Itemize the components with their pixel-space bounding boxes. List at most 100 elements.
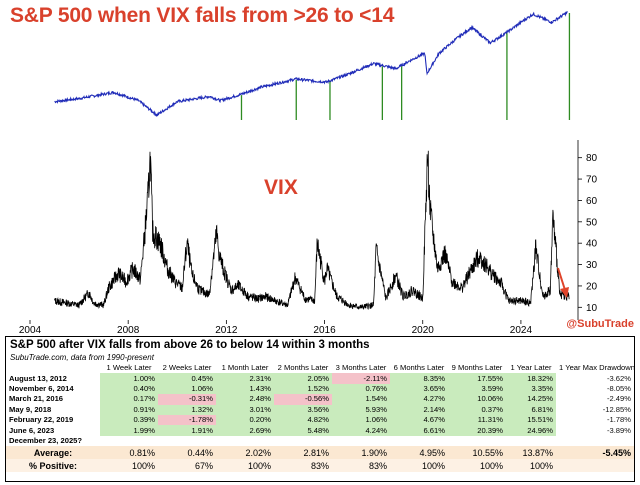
header-cell-9: 1 Year Max Drawdown (559, 363, 634, 373)
table-subtitle: SubuTrade.com, data from 1990-present (10, 353, 154, 362)
return-cell: 14.25% (506, 394, 556, 405)
return-cell: 18.32% (506, 373, 556, 384)
table-row: June 6, 2023 1.99% 1.91% 2.69% 5.48% 4.24% 6.6… (6, 425, 634, 436)
y-tick-label-30: 30 (586, 260, 598, 271)
return-cell: 3.01% (216, 404, 274, 415)
header-cell-8: 1 Year Later (510, 363, 552, 373)
return-cell: 6.61% (390, 425, 448, 436)
header-cell-4: 2 Months Later (277, 363, 329, 373)
average-drawdown-cell: -5.45% (556, 446, 634, 460)
return-cell: 24.96% (506, 425, 556, 436)
return-cell: -0.31% (158, 394, 216, 405)
percent-positive-cell: 100% (100, 459, 158, 473)
return-cell: 11.31% (448, 414, 506, 426)
return-cell: 5.48% (274, 425, 332, 436)
return-cell: 0.45% (158, 373, 216, 384)
return-cell: 0.91% (100, 404, 158, 415)
return-cell: 3.35% (506, 383, 556, 395)
return-cell: 1.43% (216, 383, 274, 395)
return-cell: 4.67% (390, 414, 448, 426)
table-row: November 6, 2014 0.40% 1.06% 1.43% 1.52% 0.76… (6, 383, 634, 395)
credit-label: @SubuTrade (566, 318, 634, 330)
y-tick-label-70: 70 (586, 175, 598, 186)
return-cell: 2.31% (216, 373, 274, 384)
return-cell: 15.51% (506, 414, 556, 426)
x-tick-label-2024: 2024 (510, 325, 533, 336)
return-cell: 4.27% (390, 394, 448, 405)
y-tick-label-10: 10 (586, 303, 598, 314)
average-cell: 0.81% (100, 446, 158, 460)
return-cell: 1.54% (332, 394, 390, 405)
return-cell: 0.40% (100, 383, 158, 395)
return-cell: 1.00% (100, 373, 158, 384)
header-cell-0 (6, 363, 100, 373)
percent-positive-cell: 67% (158, 459, 216, 473)
return-cell: 20.39% (448, 425, 506, 436)
header-cell-2: 2 Weeks Later (162, 363, 212, 373)
return-cell (216, 436, 274, 446)
vix-series-line (54, 150, 570, 310)
percent-positive-cell: 83% (274, 459, 332, 473)
x-tick-label-2016: 2016 (313, 325, 336, 336)
row-date: March 21, 2016 (9, 394, 64, 404)
return-cell: 3.56% (274, 404, 332, 415)
table-row: December 23, 2025? (6, 436, 634, 446)
drawdown-cell: -12.85% (602, 404, 631, 414)
percent-positive-row: % Positive: 100% 67% 100% 83% 83% 100% 100% 100% (6, 459, 634, 473)
return-cell (100, 436, 158, 446)
return-cell: 3.59% (448, 383, 506, 395)
average-cell: 2.02% (216, 446, 274, 460)
percent-positive-cell: 100% (506, 459, 556, 473)
return-cell (390, 436, 448, 446)
drawdown-cell (556, 436, 634, 446)
row-date: May 9, 2018 (9, 404, 52, 414)
return-cell: 17.55% (448, 373, 506, 384)
return-cell: -2.11% (332, 373, 390, 384)
return-cell: 2.69% (216, 425, 274, 436)
y-tick-label-20: 20 (586, 281, 598, 292)
average-label: Average: (6, 446, 100, 460)
return-cell: 8.35% (390, 373, 448, 384)
return-cell: 1.52% (274, 383, 332, 395)
row-date: December 23, 2025? (9, 435, 83, 445)
return-cell: 10.06% (448, 394, 506, 405)
return-cell: 3.65% (390, 383, 448, 395)
row-date: November 6, 2014 (9, 383, 74, 393)
percent-positive-cell: 83% (332, 459, 390, 473)
row-date: June 6, 2023 (9, 425, 55, 435)
average-cell: 0.44% (158, 446, 216, 460)
return-cell: -0.56% (274, 394, 332, 405)
percent-positive-cell: 100% (216, 459, 274, 473)
percent-positive-empty (556, 459, 634, 473)
return-cell: 0.17% (100, 394, 158, 405)
percent-positive-label: % Positive: (6, 459, 100, 473)
return-cell (506, 436, 556, 446)
header-cell-5: 3 Months Later (335, 363, 387, 373)
drawdown-cell: -2.49% (606, 394, 631, 404)
chart-axes: 10 20 30 40 50 60 70 80 2004 2008 2012 2016 2020 2024 (19, 140, 598, 336)
results-table: S&P 500 after VIX falls from above 26 to… (5, 336, 635, 482)
return-cell: 1.06% (158, 383, 216, 395)
y-tick-label-50: 50 (586, 217, 598, 228)
drawdown-cell: -1.78% (606, 415, 631, 425)
spx-series-line (54, 10, 568, 118)
table-row: August 13, 2012 1.00% 0.45% 2.31% 2.05% -2.11… (6, 373, 634, 384)
header-cell-1: 1 Week Later (106, 363, 152, 373)
y-tick-label-40: 40 (586, 239, 598, 250)
x-tick-label-2012: 2012 (215, 325, 238, 336)
drawdown-cell: -3.89% (606, 425, 631, 435)
return-cell: 2.14% (390, 404, 448, 415)
return-cell: -1.78% (158, 414, 216, 426)
spx-chart (54, 10, 571, 120)
y-tick-label-60: 60 (586, 196, 598, 207)
drawdown-cell: -8.05% (606, 383, 631, 393)
y-tick-label-80: 80 (586, 153, 598, 164)
drawdown-cell: -3.62% (606, 373, 631, 383)
average-row: Average: 0.81% 0.44% 2.02% 2.81% 1.90% 4.95% 10… (6, 446, 634, 460)
average-cell: 4.95% (390, 446, 448, 460)
row-date: August 13, 2012 (9, 373, 67, 383)
x-tick-label-2004: 2004 (19, 325, 42, 336)
average-cell: 2.81% (274, 446, 332, 460)
average-cell: 13.87% (506, 446, 556, 460)
vix-chart (54, 150, 570, 310)
